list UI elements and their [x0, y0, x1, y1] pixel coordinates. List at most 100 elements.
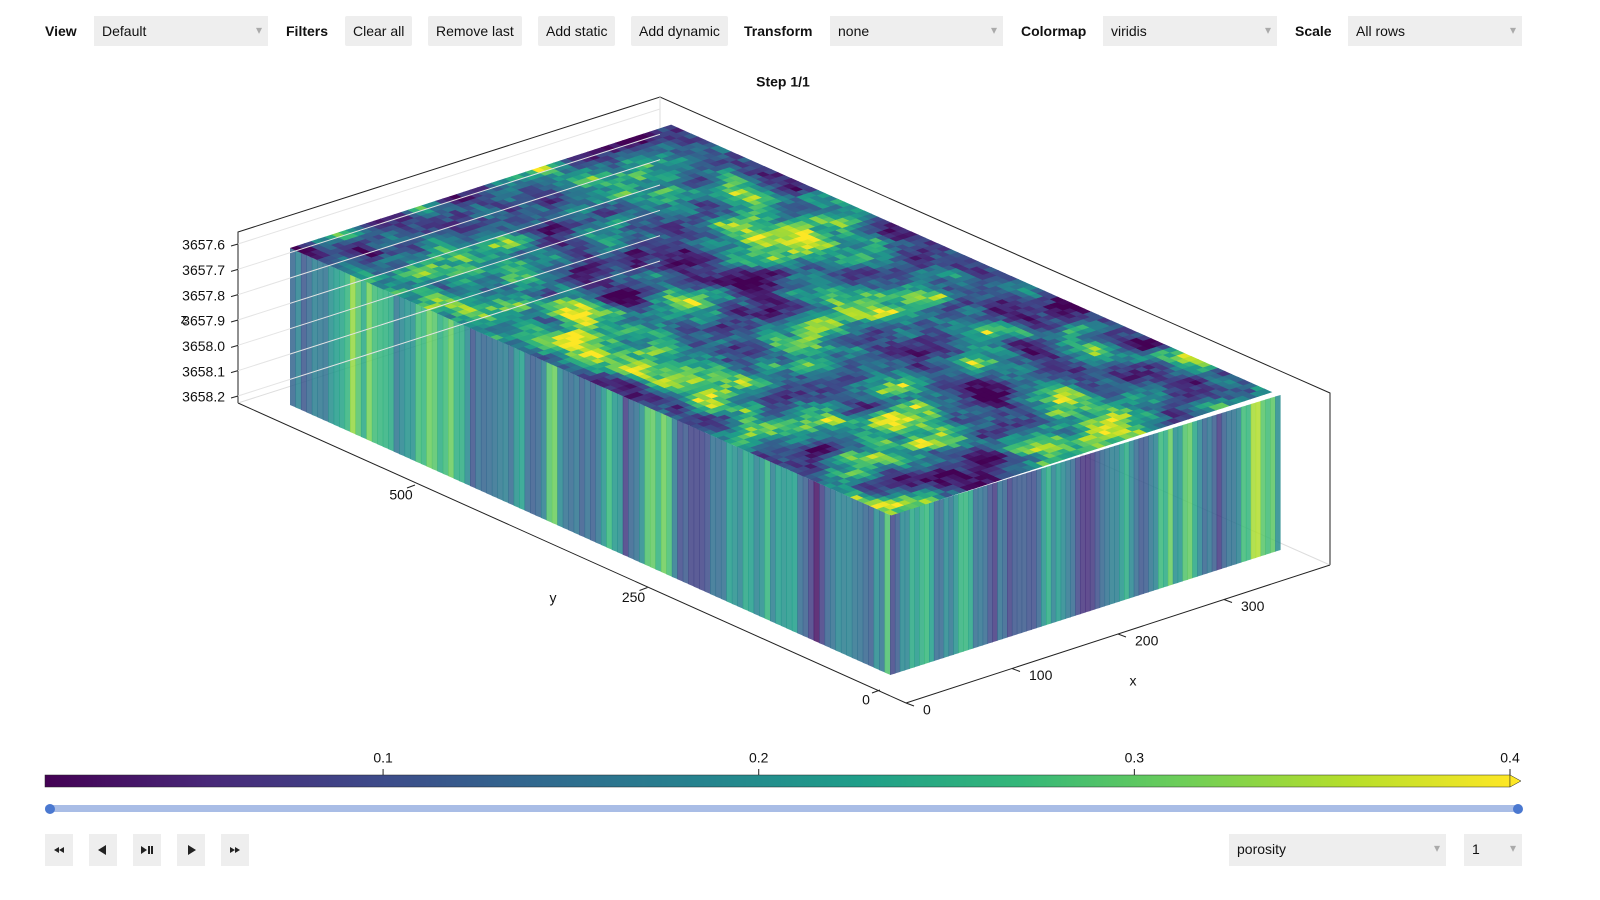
- volume-side: [802, 476, 809, 639]
- volume-side: [1226, 410, 1232, 568]
- volume-side: [333, 267, 340, 428]
- volume-side: [557, 366, 564, 528]
- volume-side: [371, 284, 378, 445]
- volume-side: [617, 393, 624, 555]
- volume-side: [295, 250, 302, 410]
- volume-side: [1221, 411, 1227, 569]
- volume-side: [1060, 461, 1067, 621]
- scale-label: Scale: [1295, 23, 1332, 39]
- view-dropdown[interactable]: Default: [94, 16, 268, 46]
- volume-side: [1153, 432, 1159, 591]
- scale-dropdown[interactable]: All rows: [1348, 16, 1522, 46]
- remove-last-button[interactable]: Remove last: [428, 16, 522, 46]
- volume-side: [426, 308, 433, 469]
- volume-side: [1250, 402, 1257, 560]
- volume-side: [780, 466, 787, 629]
- volume-side: [1206, 416, 1213, 574]
- volume-side: [851, 498, 858, 661]
- volume-side: [410, 301, 417, 462]
- clear-all-button[interactable]: Clear all: [345, 16, 413, 46]
- volume-side: [350, 274, 357, 435]
- volume-side: [894, 512, 901, 674]
- volume-side: [486, 335, 493, 496]
- volume-side: [1241, 405, 1247, 563]
- volume-side: [442, 315, 449, 477]
- volume-side: [366, 281, 373, 442]
- volume-side: [1036, 468, 1042, 629]
- volume-side: [317, 260, 324, 420]
- volume-side: [770, 461, 777, 624]
- volume-side: [388, 291, 395, 452]
- volume-side: [835, 490, 842, 653]
- volume-side: [650, 408, 657, 570]
- volume-side: [764, 459, 771, 621]
- volume-side: [987, 483, 993, 644]
- volume-side: [919, 504, 925, 666]
- volume-side: [1109, 446, 1115, 605]
- volume-side: [909, 507, 915, 669]
- volume-side: [1026, 471, 1032, 632]
- volume-side: [530, 354, 537, 516]
- volume-side: [328, 264, 335, 425]
- volume-side: [639, 403, 646, 565]
- volume-side: [1114, 444, 1120, 604]
- volume-side: [1104, 447, 1110, 607]
- volume-side: [1138, 437, 1145, 596]
- volume-side: [929, 501, 935, 663]
- volume-side: [464, 325, 471, 486]
- volume-side: [628, 398, 635, 560]
- volume-side: [1089, 452, 1096, 611]
- volume-side: [992, 482, 998, 643]
- volume-side: [590, 381, 597, 543]
- volume-side: [1158, 431, 1164, 590]
- volume-side: [393, 294, 400, 455]
- volume-side: [1197, 419, 1203, 577]
- volume-side: [1231, 408, 1237, 566]
- volume-side: [1143, 435, 1149, 594]
- volume-side: [958, 492, 964, 654]
- volume-side: [491, 337, 498, 499]
- volume-side: [688, 425, 695, 587]
- volume-side: [699, 430, 706, 592]
- volume-side: [890, 513, 896, 675]
- volume-side: [791, 471, 798, 634]
- volume-side: [704, 432, 711, 594]
- volume-side: [914, 506, 920, 668]
- volume-side: [459, 323, 466, 484]
- volume-side: [819, 483, 826, 646]
- add-dynamic-button[interactable]: Add dynamic: [631, 16, 728, 46]
- volume-side: [600, 386, 607, 548]
- volume-side: [720, 439, 727, 602]
- volume-side: [1050, 464, 1057, 624]
- volume-side: [808, 478, 815, 641]
- axis-frame: [237, 402, 907, 704]
- volume-side: [475, 330, 482, 491]
- volume-side: [584, 379, 591, 540]
- volume-side: [726, 442, 733, 604]
- colormap-label: Colormap: [1021, 23, 1087, 39]
- volume-side: [938, 498, 945, 660]
- volume-side: [660, 413, 667, 575]
- volume-side: [1216, 413, 1223, 571]
- volume-side: [311, 257, 318, 418]
- volume-side: [431, 311, 438, 472]
- transform-label: Transform: [744, 23, 813, 39]
- volume-side: [924, 503, 930, 665]
- volume-side: [671, 417, 678, 580]
- colormap-dropdown[interactable]: viridis: [1103, 16, 1277, 46]
- volume-side: [1255, 401, 1262, 558]
- transform-dropdown[interactable]: none: [830, 16, 1003, 46]
- volume-side: [666, 415, 673, 577]
- volume-side: [513, 347, 520, 509]
- volume-side: [1031, 470, 1037, 630]
- volume-side: [824, 485, 831, 648]
- volume-side: [982, 485, 989, 646]
- volume-side: [1187, 422, 1193, 580]
- volume-side: [519, 349, 526, 511]
- volume-side: [997, 480, 1003, 641]
- volume-side: [693, 427, 700, 590]
- volume-side: [377, 286, 384, 447]
- volume-side: [710, 434, 717, 597]
- add-static-button[interactable]: Add static: [538, 16, 616, 46]
- volume-side: [682, 422, 689, 585]
